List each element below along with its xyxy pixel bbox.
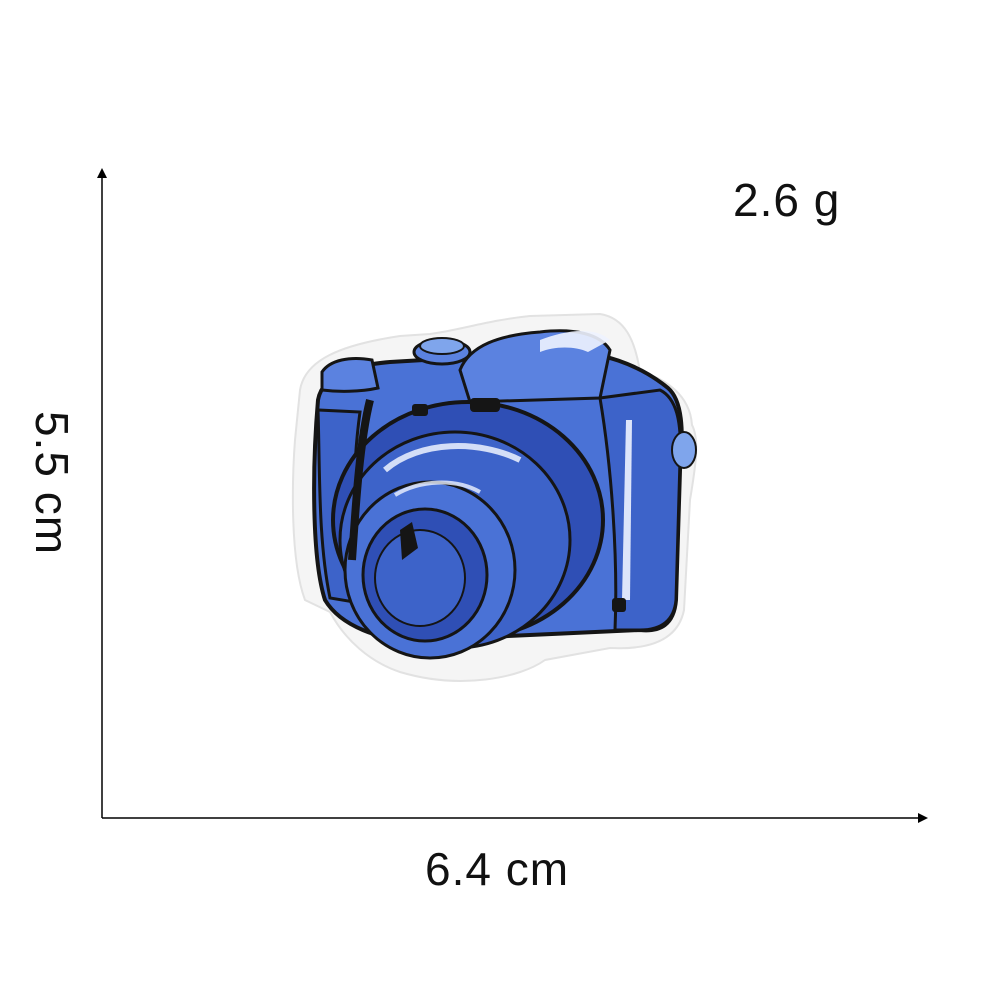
height-label: 5.5 cm — [26, 410, 78, 556]
weight-label: 2.6 g — [733, 174, 841, 226]
width-label: 6.4 cm — [425, 843, 570, 895]
camera-icon — [291, 312, 698, 682]
